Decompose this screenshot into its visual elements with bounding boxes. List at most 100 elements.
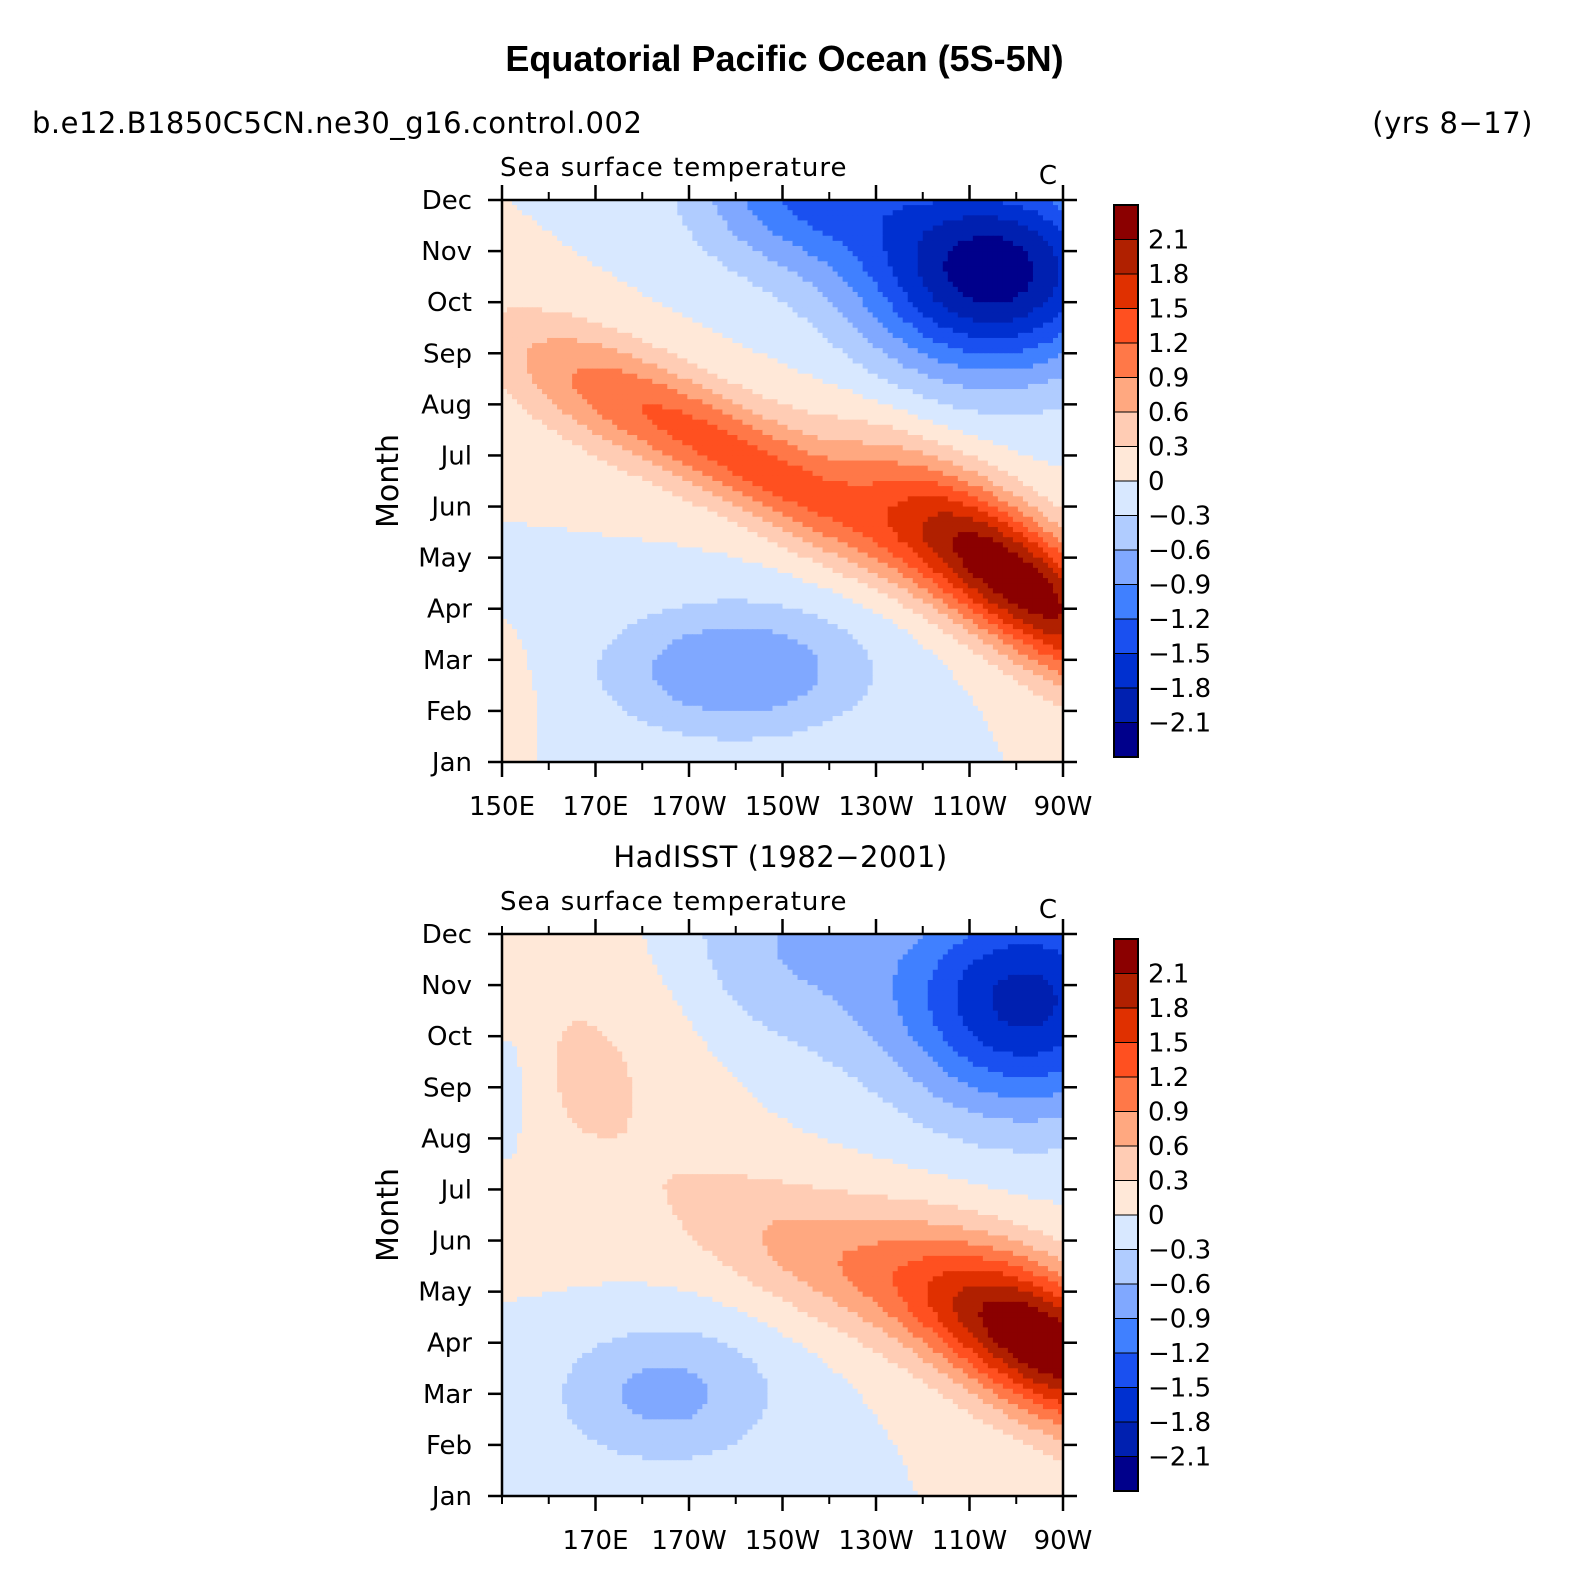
model-cell [512, 389, 518, 395]
model-cell [502, 394, 508, 400]
model-cell [852, 327, 859, 334]
model-cell [662, 307, 668, 313]
model-cell [742, 373, 749, 380]
model-cell [612, 322, 618, 329]
model-cell [867, 291, 874, 298]
model-cell [657, 291, 663, 298]
model-cell [962, 332, 969, 339]
model-cell [552, 276, 558, 283]
model-cell [992, 240, 999, 247]
model-cell [972, 256, 979, 262]
model-cell [912, 291, 919, 298]
model-cell [517, 383, 523, 390]
model-cell [997, 271, 1004, 278]
model-cell [922, 312, 929, 319]
model-cell [832, 358, 839, 365]
model-cell [837, 337, 844, 344]
model-cell [882, 271, 889, 278]
model-cell [622, 302, 628, 308]
model-cell [532, 383, 538, 390]
model-cell [762, 266, 769, 273]
model-cell [907, 297, 914, 303]
model-cell [772, 383, 779, 390]
model-cell [987, 205, 994, 211]
model-cell [1052, 297, 1059, 303]
model-cell [782, 414, 789, 421]
model-cell [807, 200, 814, 206]
model-cell [557, 230, 563, 237]
model-cell [1022, 220, 1029, 227]
model-cell [917, 332, 924, 339]
model-cell [992, 230, 999, 237]
model-cell [612, 266, 618, 273]
model-cell [932, 286, 939, 293]
model-cell [957, 317, 964, 324]
model-cell [817, 419, 824, 426]
model-cell [952, 317, 959, 324]
model-cell [822, 235, 829, 242]
model-cell [747, 368, 754, 375]
model-cell [717, 312, 723, 319]
model-cell [952, 291, 959, 298]
model-cell [977, 312, 984, 319]
model-cell [932, 373, 939, 380]
model-cell [592, 281, 598, 288]
model-cell [682, 383, 688, 390]
model-cell [657, 332, 663, 339]
model-cell [812, 327, 819, 334]
model-cell [732, 276, 739, 283]
model-cell [932, 409, 939, 416]
model-cell [632, 394, 638, 400]
model-cell [537, 348, 543, 354]
model-cell [712, 414, 718, 421]
model-cell [952, 327, 959, 334]
model-cell [782, 271, 789, 278]
model-cell [562, 363, 568, 370]
model-cell [967, 358, 974, 365]
model-cell [947, 348, 954, 354]
model-cell [532, 337, 538, 344]
model-cell [807, 404, 814, 411]
model-cell [917, 317, 924, 324]
model-cell [667, 200, 673, 206]
model-cell [787, 220, 794, 227]
model-cell [997, 220, 1004, 227]
model-cell [987, 235, 994, 242]
model-cell [997, 404, 1004, 411]
model-cell [887, 245, 894, 252]
model-cell [887, 220, 894, 227]
model-cell [622, 235, 628, 242]
model-cell [562, 389, 568, 395]
model-cell [1032, 409, 1039, 416]
model-cell [907, 245, 914, 252]
model-cell [947, 332, 954, 339]
model-cell [762, 358, 769, 365]
model-cell [977, 297, 984, 303]
model-cell [592, 240, 598, 247]
model-cell [937, 245, 944, 252]
model-cell [852, 389, 859, 395]
model-cell [532, 307, 538, 313]
model-cell [702, 409, 708, 416]
model-cell [667, 383, 673, 390]
model-cell [622, 368, 628, 375]
model-cell [527, 307, 533, 313]
model-cell [887, 399, 894, 405]
model-cell [752, 353, 759, 359]
model-cell [567, 307, 573, 313]
model-cell [727, 205, 734, 211]
model-cell [737, 245, 744, 252]
model-cell [962, 291, 969, 298]
model-cell [712, 353, 718, 359]
model-cell [657, 424, 663, 431]
model-cell [767, 291, 774, 298]
model-cell [692, 373, 698, 380]
model-cell [507, 261, 513, 268]
model-cell [1012, 419, 1019, 426]
model-cell [632, 286, 638, 293]
model-cell [557, 317, 563, 324]
model-cell [752, 358, 759, 365]
model-cell [1032, 373, 1039, 380]
model-cell [1042, 419, 1049, 426]
model-cell [907, 343, 914, 349]
